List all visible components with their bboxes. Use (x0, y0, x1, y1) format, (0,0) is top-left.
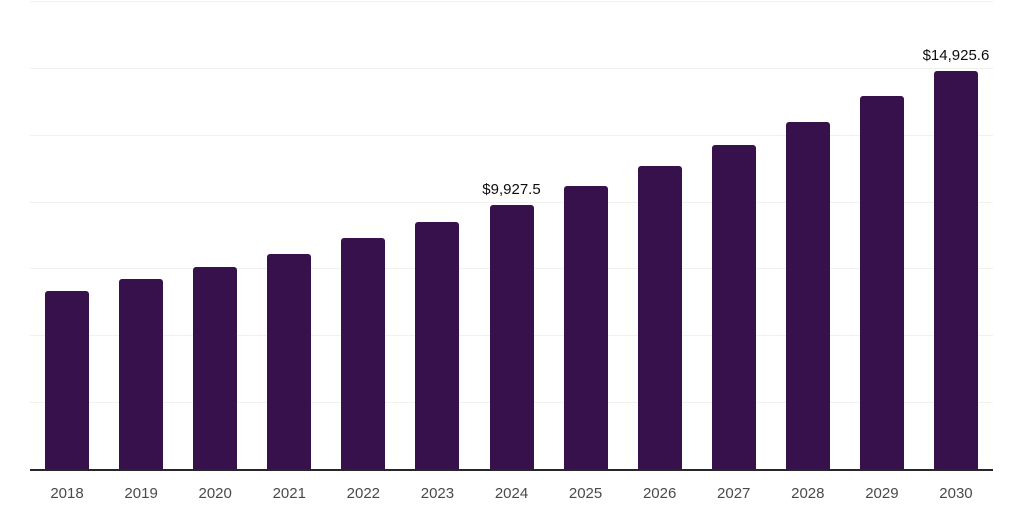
gridline-10000 (30, 201, 993, 203)
x-tick-2019: 2019 (124, 485, 158, 502)
bar-2029[interactable] (859, 96, 904, 470)
bar-2018[interactable] (45, 291, 90, 470)
plot-area: $9,927.5 $14,925.6 (30, 1, 993, 471)
x-tick-2028: 2028 (791, 485, 825, 502)
bar-2022[interactable] (341, 238, 386, 470)
x-tick-2018: 2018 (50, 485, 84, 502)
bar-2028[interactable] (785, 122, 830, 470)
gridline-12500 (30, 134, 993, 136)
bar-2021[interactable] (267, 253, 312, 470)
x-tick-2024: 2024 (494, 485, 529, 502)
bar-2027[interactable] (711, 145, 756, 470)
x-tick-2023: 2023 (420, 485, 455, 502)
gridline-15000 (30, 67, 993, 69)
x-axis-line (30, 469, 993, 471)
x-tick-2021: 2021 (272, 485, 306, 502)
x-tick-2027: 2027 (717, 485, 751, 502)
bar-2023[interactable] (415, 222, 460, 470)
x-tick-2025: 2025 (568, 485, 603, 502)
bar-2026[interactable] (637, 166, 682, 470)
x-tick-2020: 2020 (198, 485, 232, 502)
data-label-2030: $14,925.6 (922, 46, 990, 64)
bar-2025[interactable] (563, 186, 608, 470)
bar-2020[interactable] (193, 267, 238, 470)
data-label-2024: $9,927.5 (482, 180, 541, 198)
x-tick-2026: 2026 (642, 485, 677, 502)
bar-2024[interactable] (489, 204, 534, 470)
bar-2030[interactable] (933, 70, 978, 470)
x-tick-2029: 2029 (865, 485, 899, 502)
gridline-17500 (30, 1, 993, 2)
x-tick-2030: 2030 (939, 485, 973, 502)
x-tick-2022: 2022 (346, 485, 381, 502)
bar-2019[interactable] (119, 279, 164, 470)
